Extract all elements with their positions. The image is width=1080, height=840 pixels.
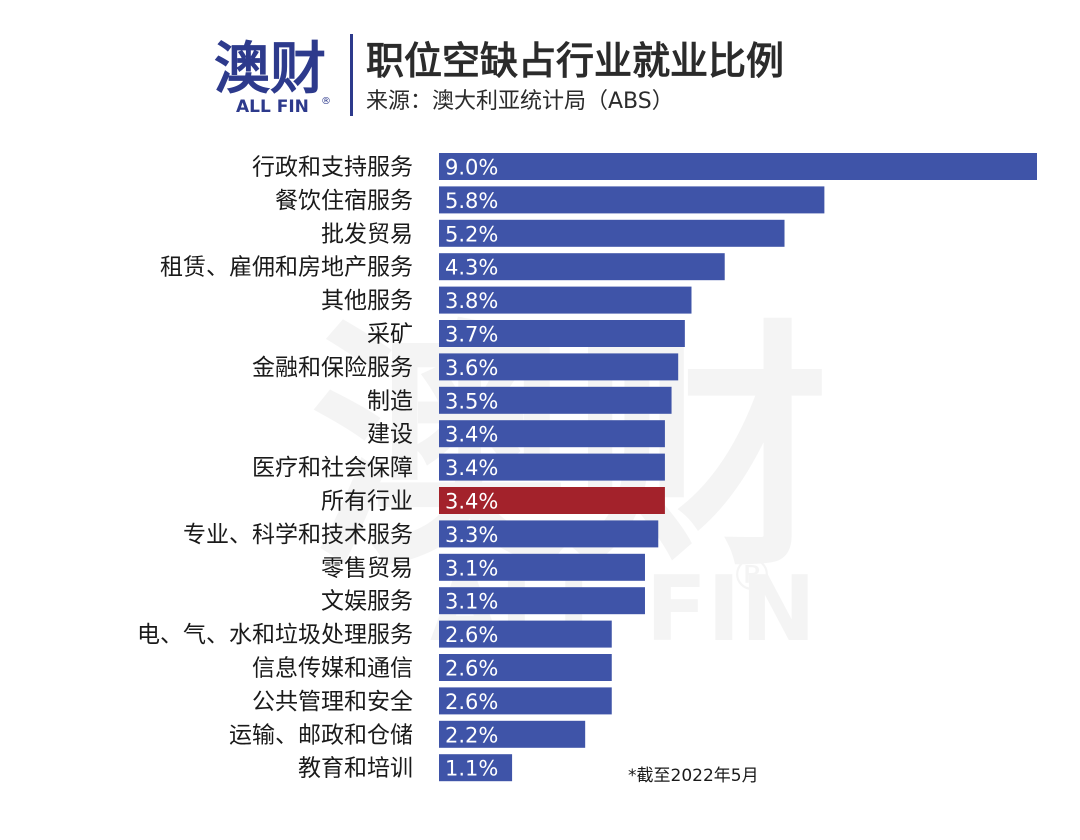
category-label: 专业、科学和技术服务 [183, 522, 413, 548]
logo-cn-text: 澳财 [214, 37, 326, 102]
bar-value-label: 2.6% [445, 623, 498, 647]
bar [439, 520, 659, 548]
bar [439, 186, 825, 214]
bar-highlight [439, 487, 665, 514]
bar [439, 453, 665, 481]
bar-value-label: 3.1% [445, 556, 498, 580]
bar [439, 153, 1037, 180]
bar-value-label: 3.3% [445, 523, 498, 547]
bar-value-label: 3.7% [445, 323, 498, 347]
bar [439, 587, 645, 615]
bar [439, 754, 513, 782]
footnote: *截至2022年5月 [628, 766, 759, 786]
category-label: 金融和保险服务 [252, 355, 413, 381]
bar-value-label: 1.1% [445, 757, 498, 781]
bar [439, 654, 612, 681]
bar [439, 420, 665, 448]
category-label: 文娱服务 [321, 589, 413, 615]
category-label: 批发贸易 [321, 221, 413, 247]
bar-chart: 行政和支持服务 9.0% 餐饮住宿服务 5.8% 批发贸易 5.2% 租赁、雇佣和房地产服务… [137, 153, 1037, 782]
bar-value-label: 3.4% [445, 423, 498, 447]
bar [439, 253, 725, 281]
logo-divider [350, 34, 353, 116]
bar-value-label: 2.6% [445, 690, 498, 714]
bar-value-label: 5.2% [445, 222, 498, 246]
bar [439, 353, 679, 381]
category-label: 运输、邮政和仓储 [229, 722, 413, 748]
category-label: 公共管理和安全 [252, 689, 413, 715]
bar-value-label: 2.6% [445, 657, 498, 681]
watermark-logo-text: 澳财 [310, 300, 830, 602]
bar [439, 687, 612, 715]
category-label: 零售贸易 [321, 555, 413, 581]
bar [439, 386, 672, 414]
logo: 澳财 ALL FIN ® [214, 34, 353, 117]
category-label: 租赁、雇佣和房地产服务 [160, 255, 413, 281]
category-label: 行政和支持服务 [252, 155, 413, 181]
bar-value-label: 3.8% [445, 289, 498, 313]
category-label: 电、气、水和垃圾处理服务 [137, 622, 413, 648]
bar-value-label: 2.2% [445, 723, 498, 747]
bar [439, 219, 785, 247]
category-label: 其他服务 [321, 288, 413, 314]
category-label: 医疗和社会保障 [252, 455, 413, 481]
category-label: 教育和培训 [298, 756, 413, 782]
bar-value-label: 3.1% [445, 590, 498, 614]
page-source: 来源：澳大利亚统计局（ABS） [366, 89, 674, 114]
bar-value-label: 3.6% [445, 356, 498, 380]
bar-value-label: 3.4% [445, 456, 498, 480]
bar-value-label: 3.4% [445, 490, 498, 514]
bar [439, 553, 645, 581]
logo-en-text: ALL FIN [236, 97, 309, 117]
bar [439, 320, 685, 347]
logo-registered-mark: ® [321, 96, 331, 107]
bar-value-label: 9.0% [445, 156, 498, 180]
page-title: 职位空缺占行业就业比例 [366, 39, 784, 83]
category-label: 餐饮住宿服务 [275, 188, 413, 214]
category-label: 制造 [367, 388, 413, 414]
category-label: 所有行业 [321, 489, 413, 515]
bar-value-label: 4.3% [445, 256, 498, 280]
bar-value-label: 3.5% [445, 389, 498, 413]
watermark-registered-mark: ® [730, 550, 774, 601]
category-label: 采矿 [367, 322, 413, 348]
bar [439, 720, 586, 748]
bar [439, 286, 692, 314]
bar-value-label: 5.8% [445, 189, 498, 213]
category-label: 建设 [367, 422, 413, 448]
category-label: 信息传媒和通信 [252, 656, 413, 682]
bar [439, 620, 612, 648]
